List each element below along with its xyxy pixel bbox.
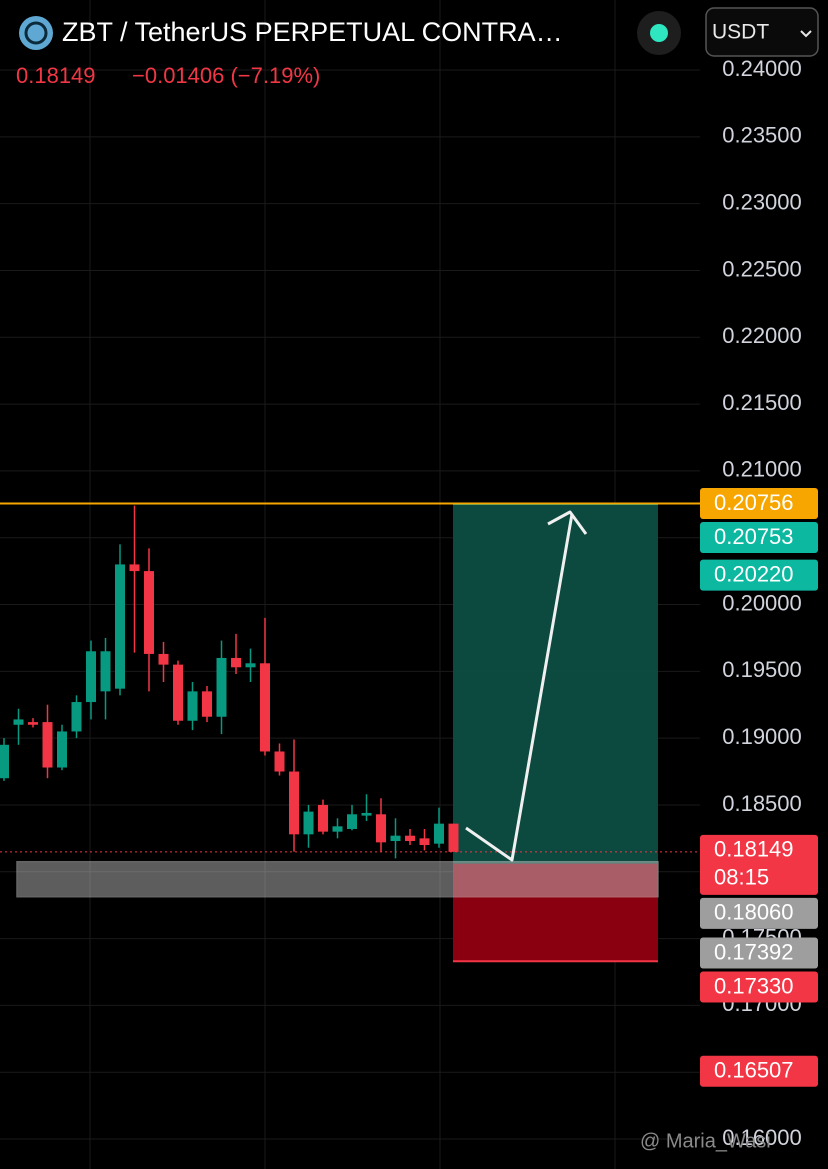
chart-title: ZBT / TetherUS PERPETUAL CONTRA… xyxy=(62,17,563,47)
overlay xyxy=(465,510,588,862)
price-tag xyxy=(700,1055,818,1087)
candle-body xyxy=(86,651,96,703)
candle-body xyxy=(347,814,357,829)
price-tag-label: 0.20753 xyxy=(714,524,794,549)
position-tool xyxy=(0,502,700,963)
candle-body xyxy=(216,657,227,717)
candle-body xyxy=(71,702,82,732)
candle-body xyxy=(231,657,241,668)
candle-body xyxy=(42,722,53,768)
y-tick-label: 0.19000 xyxy=(722,724,802,749)
candle-body xyxy=(289,771,299,835)
watermark: @ Maria_Wasi xyxy=(640,1130,771,1152)
price-tag xyxy=(700,487,818,519)
target-zone xyxy=(453,503,658,864)
y-tick-label: 0.21500 xyxy=(722,390,802,415)
y-tick-label: 0.22500 xyxy=(722,256,802,281)
price-tag xyxy=(700,897,818,929)
candle-body xyxy=(0,744,9,779)
price-tag xyxy=(700,834,818,895)
arrow xyxy=(465,513,574,862)
candle-body xyxy=(332,826,343,832)
price-tag-label: 0.20756 xyxy=(714,490,794,515)
candle-body xyxy=(419,838,430,846)
price-tag xyxy=(700,559,818,591)
price-tag xyxy=(700,971,818,1003)
candle-body xyxy=(158,653,169,665)
arrow-head xyxy=(547,510,588,535)
dropdown-caret xyxy=(800,30,812,38)
y-tick-label: 0.23500 xyxy=(722,123,802,148)
last-price: 0.18149 xyxy=(16,63,96,88)
candle-body xyxy=(28,722,38,725)
candle-body xyxy=(100,651,111,692)
y-tick-label: 0.18500 xyxy=(722,791,802,816)
candle-body xyxy=(260,663,270,752)
coin-icon xyxy=(19,16,53,50)
candle-body xyxy=(187,691,198,721)
price-tag-label: 0.17392 xyxy=(714,939,794,964)
candle-body xyxy=(303,811,314,835)
candles xyxy=(0,505,459,859)
candle-body xyxy=(448,823,459,852)
candle-body xyxy=(361,812,372,816)
y-tick-label: 0.22000 xyxy=(722,323,802,348)
candle-body xyxy=(376,814,386,843)
price-tag xyxy=(700,937,818,969)
price-tag xyxy=(700,521,818,553)
y-tick-label: 0.24000 xyxy=(722,56,802,81)
price-tag-label: 0.17330 xyxy=(714,973,794,998)
support-zone xyxy=(16,860,659,898)
grid xyxy=(0,0,700,1169)
candle-body xyxy=(274,751,285,772)
price-tag-label: 0.18060 xyxy=(714,900,794,925)
candle-body xyxy=(245,663,256,668)
price-change: −0.01406 (−7.19%) xyxy=(132,63,320,88)
price-tag-label: 0.18149 xyxy=(714,837,794,862)
candle-body xyxy=(390,835,401,842)
price-tag-label: 0.20220 xyxy=(714,561,794,586)
candle-body xyxy=(318,804,328,832)
y-tick-label: 0.20000 xyxy=(722,590,802,615)
candle-body xyxy=(144,571,154,654)
candle-body xyxy=(129,564,140,572)
y-tick-label: 0.23000 xyxy=(722,189,802,214)
candle-body xyxy=(13,719,24,725)
candle-body xyxy=(434,823,444,844)
candle-body xyxy=(202,691,212,717)
y-tick-label: 0.16000 xyxy=(722,1125,802,1150)
candle-body xyxy=(405,835,415,842)
candle-body xyxy=(57,731,67,768)
countdown: 08:15 xyxy=(714,865,769,890)
stop-zone xyxy=(453,863,658,962)
price-tags: 0.20756 0.20753 0.20220 0.18149 08:15 0.18060… xyxy=(700,487,818,1087)
candle-body xyxy=(115,564,125,689)
candle-body xyxy=(173,664,183,721)
y-tick-label: 0.21000 xyxy=(722,457,802,482)
status-dot xyxy=(650,24,668,42)
price-tag-label: 0.16507 xyxy=(714,1058,794,1083)
coin-icon-ring xyxy=(24,21,48,45)
currency-label[interactable]: USDT xyxy=(712,21,769,44)
currency-select[interactable] xyxy=(705,7,819,57)
y-tick-label: 0.19500 xyxy=(722,657,802,682)
